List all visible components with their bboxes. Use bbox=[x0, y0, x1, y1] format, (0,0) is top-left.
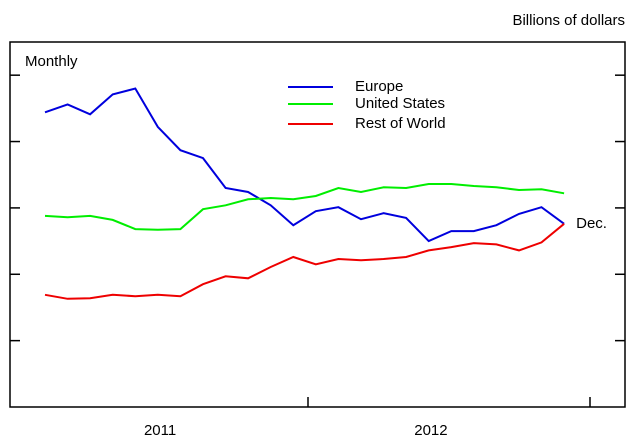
frequency-label: Monthly bbox=[25, 53, 78, 70]
series-line bbox=[44, 183, 565, 231]
unit-label: Billions of dollars bbox=[512, 12, 625, 29]
legend-label: United States bbox=[355, 95, 445, 112]
legend-label: Rest of World bbox=[355, 115, 446, 132]
legend-label: Europe bbox=[355, 78, 403, 95]
x-tick-label: 2012 bbox=[414, 422, 447, 439]
plot-frame bbox=[9, 41, 626, 408]
series-line bbox=[44, 87, 565, 243]
end-label: Dec. bbox=[576, 215, 607, 232]
series-line bbox=[44, 223, 565, 300]
x-tick-label: 2011 bbox=[144, 422, 176, 439]
